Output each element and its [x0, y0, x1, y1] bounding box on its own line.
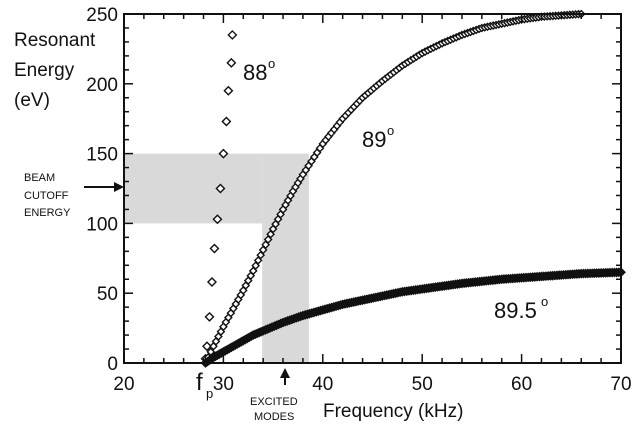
x-tick-label: 60: [511, 374, 532, 395]
series-label-89: 89 o: [362, 123, 394, 152]
y-tick-labels: 0 50 100 150 200 250: [86, 5, 118, 375]
y-tick-label: 0: [107, 354, 118, 375]
x-axis-label: Frequency (kHz): [323, 401, 463, 422]
shaded-regions: [124, 153, 309, 363]
series-88-point: [204, 311, 215, 322]
y-tick-label: 150: [86, 145, 118, 166]
y-tick-label: 200: [86, 75, 118, 96]
y-tick-label: 100: [86, 214, 118, 235]
series-label-88-number: 88: [243, 60, 267, 85]
series-label-88: 88 o: [243, 56, 275, 85]
beam-cutoff-label-line-3: ENERGY: [24, 207, 71, 219]
series-label-88-degree: o: [268, 56, 275, 71]
beam-cutoff-label-line-1: BEAM: [24, 172, 55, 184]
y-tick-label: 50: [97, 284, 118, 305]
series-88-point: [202, 341, 212, 352]
x-tick-label: 20: [113, 374, 134, 395]
series-88-point: [223, 85, 234, 96]
series-label-89-number: 89: [362, 127, 386, 152]
beam-cutoff-band: [124, 153, 263, 224]
y-axis-label-line-3: (eV): [14, 90, 50, 111]
series-label-89-degree: o: [387, 123, 394, 138]
x-tick-labels: 20 30 40 50 60 70: [113, 374, 631, 395]
x-tick-label: 40: [312, 374, 333, 395]
fp-subscript: p: [206, 386, 213, 401]
beam-cutoff-label-line-2: CUTOFF: [24, 190, 69, 202]
series-88-point: [226, 57, 237, 68]
series-label-89-5-number: 89.5: [494, 298, 537, 323]
series-88-point: [227, 29, 238, 40]
series-88-point: [221, 116, 232, 127]
series-88-point: [209, 243, 220, 254]
beam-cutoff-arrow: [84, 182, 124, 192]
y-axis-label-line-1: Resonant: [14, 30, 96, 51]
data-marks: [200, 9, 626, 368]
excited-modes-arrow: [280, 368, 290, 385]
excited-modes-label-line-1: EXCITED: [250, 396, 298, 408]
x-tick-label: 70: [610, 374, 631, 395]
series-88-point: [206, 277, 217, 288]
series-88-point: [212, 214, 223, 225]
series-label-89-5-degree: o: [541, 294, 548, 309]
series-88-point: [218, 148, 229, 159]
plot-frame: [123, 13, 622, 364]
excited-modes-label-line-2: MODES: [254, 411, 294, 423]
x-tick-label: 30: [213, 374, 234, 395]
y-axis-label-line-2: Energy: [14, 60, 75, 81]
series-88-point: [215, 183, 226, 194]
fp-label: f: [196, 369, 203, 396]
axis-ticks: [123, 13, 622, 364]
x-tick-label: 50: [412, 374, 433, 395]
y-tick-label: 250: [86, 5, 118, 26]
series-label-89-5: 89.5 o: [494, 294, 548, 323]
